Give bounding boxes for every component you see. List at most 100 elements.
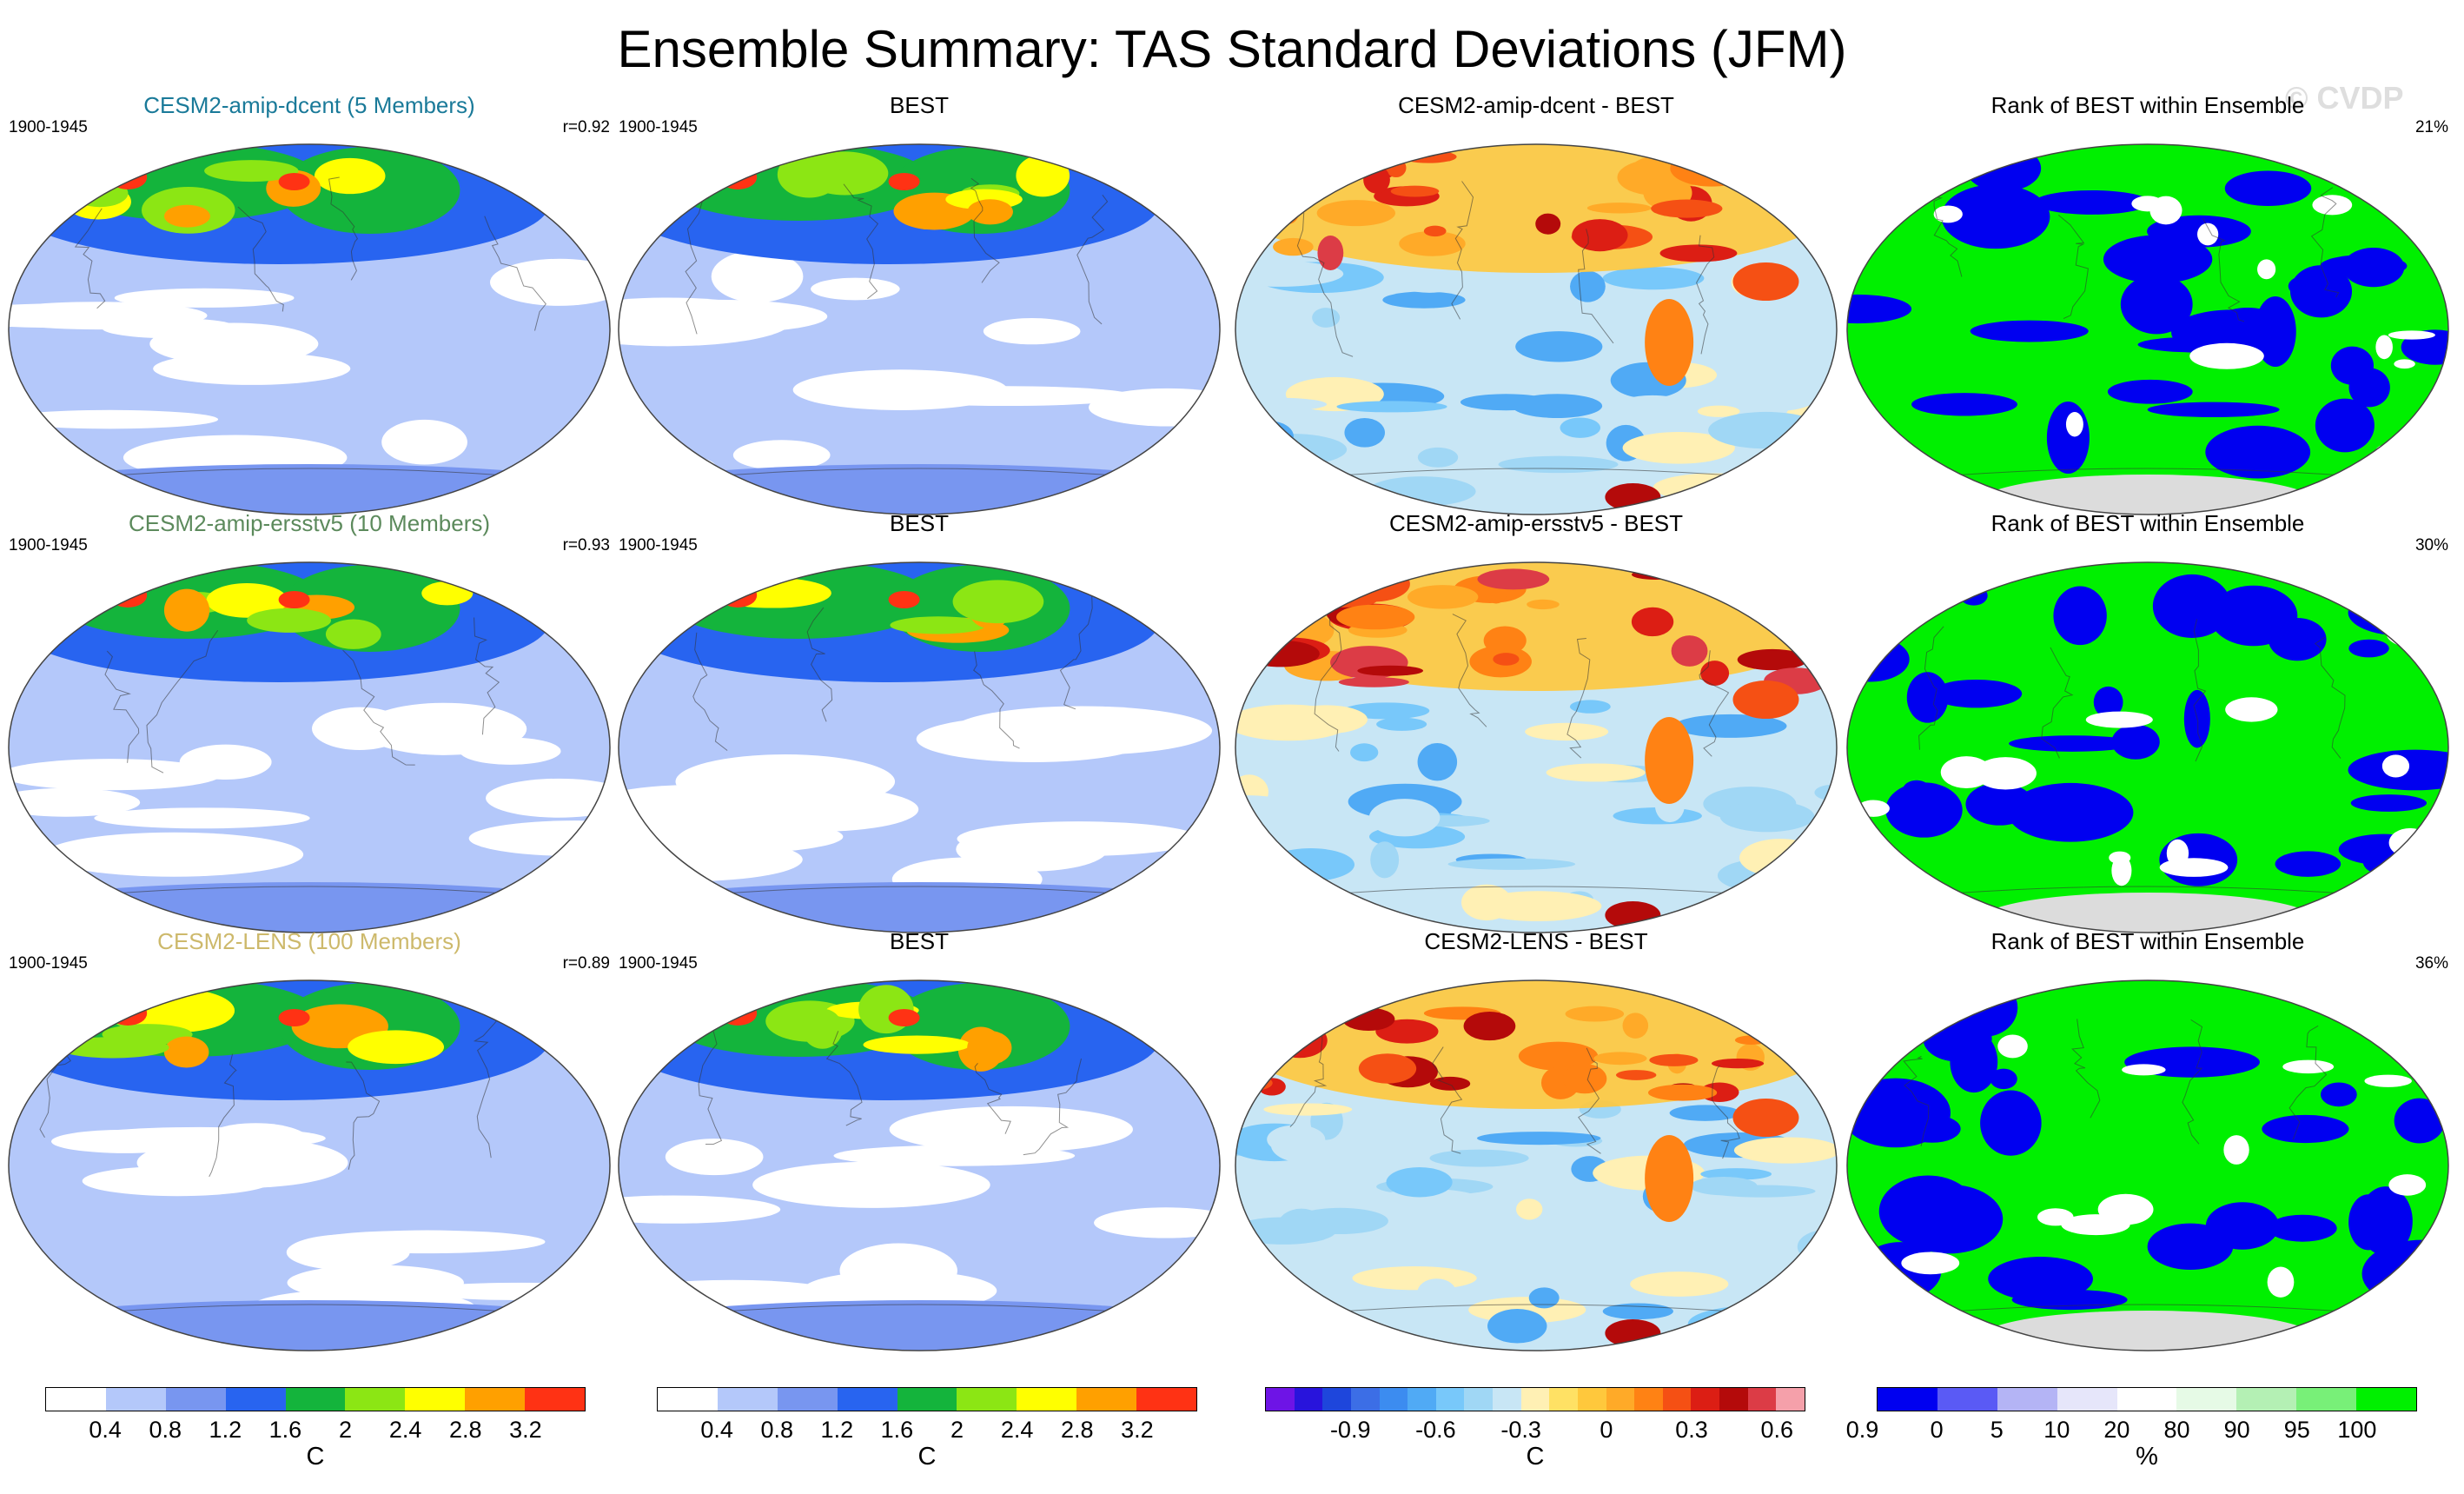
colorbar-tick-label: 0 bbox=[1930, 1417, 1944, 1443]
colorbar-swatch bbox=[1076, 1388, 1137, 1411]
colorbar-swatch bbox=[1379, 1388, 1408, 1411]
colorbar-swatch bbox=[2057, 1388, 2117, 1411]
colorbar-swatch bbox=[2176, 1388, 2237, 1411]
colorbar-swatch bbox=[1747, 1388, 1777, 1411]
colorbar-swatch bbox=[2236, 1388, 2297, 1411]
colorbar-swatch bbox=[1408, 1388, 1436, 1411]
colorbar-tick-label: 0.4 bbox=[700, 1417, 733, 1443]
colorbar-4 bbox=[1877, 1387, 2417, 1411]
colorbar-swatch bbox=[1606, 1388, 1635, 1411]
panel-title-rank-row3: Rank of BEST within Ensemble bbox=[1990, 928, 2305, 954]
pattern-correlation-row3: r=0.89 bbox=[562, 954, 610, 973]
colorbar-swatch bbox=[1997, 1388, 2057, 1411]
rank-percent-row2: 30% bbox=[2414, 536, 2448, 554]
map-obs-row2 bbox=[617, 561, 1222, 939]
colorbar-tick-label: 0.4 bbox=[89, 1417, 122, 1443]
period-label-ensemble-row2: 1900-1945 bbox=[9, 536, 88, 554]
cvdp-watermark: © CVDP bbox=[2285, 80, 2404, 116]
map-diff-row2 bbox=[1234, 561, 1838, 939]
colorbar-unit-label: C bbox=[306, 1443, 325, 1471]
colorbar-tick-label: 5 bbox=[1990, 1417, 2004, 1443]
colorbar-unit-label: C bbox=[917, 1443, 937, 1471]
map-rank-row1 bbox=[1845, 143, 2450, 521]
colorbar-swatch bbox=[717, 1388, 778, 1411]
panel-title-diff-row3: CESM2-LENS - BEST bbox=[1424, 928, 1648, 954]
rank-percent-row1: 21% bbox=[2414, 118, 2448, 136]
panel-title-rank-row1: Rank of BEST within Ensemble bbox=[1990, 92, 2305, 118]
period-label-ensemble-row1: 1900-1945 bbox=[9, 118, 88, 136]
map-ensemble-row3 bbox=[7, 979, 612, 1357]
colorbar-swatch bbox=[2296, 1388, 2357, 1411]
colorbar-tick-label: 10 bbox=[2043, 1417, 2070, 1443]
panel-title-ensemble-row2: CESM2-amip-ersstv5 (10 Members) bbox=[128, 510, 491, 536]
period-label-obs-row2: 1900-1945 bbox=[619, 536, 698, 554]
colorbar-tick-label: -0.3 bbox=[1500, 1417, 1541, 1443]
colorbar-tick-label: 2 bbox=[950, 1417, 964, 1443]
panel-title-diff-row1: CESM2-amip-dcent - BEST bbox=[1398, 92, 1674, 118]
colorbar-swatch bbox=[1691, 1388, 1719, 1411]
colorbar-tick-label: 2.8 bbox=[1060, 1417, 1094, 1443]
colorbar-tick-label: 1.2 bbox=[820, 1417, 854, 1443]
colorbar-tick-label: 0 bbox=[1600, 1417, 1613, 1443]
colorbar-tick-label: 1.6 bbox=[880, 1417, 914, 1443]
map-obs-row1 bbox=[617, 143, 1222, 521]
colorbar-unit-label: % bbox=[2136, 1443, 2158, 1471]
panel-title-obs-row1: BEST bbox=[890, 92, 949, 118]
panel-title-ensemble-row3: CESM2-LENS (100 Members) bbox=[157, 928, 461, 954]
colorbar-swatch bbox=[285, 1388, 346, 1411]
colorbar-swatch bbox=[405, 1388, 466, 1411]
colorbar-swatch bbox=[1878, 1388, 1937, 1411]
colorbar-swatch bbox=[1520, 1388, 1550, 1411]
map-rank-row3 bbox=[1845, 979, 2450, 1357]
colorbar-tick-label: 90 bbox=[2223, 1417, 2250, 1443]
colorbar-tick-label: -0.6 bbox=[1415, 1417, 1456, 1443]
map-ensemble-row1 bbox=[7, 143, 612, 521]
colorbar-swatch bbox=[1294, 1388, 1323, 1411]
colorbar-swatch bbox=[2116, 1388, 2177, 1411]
colorbar-swatch bbox=[1350, 1388, 1380, 1411]
rank-percent-row3: 36% bbox=[2414, 954, 2448, 973]
colorbar-swatch bbox=[1577, 1388, 1606, 1411]
colorbar-swatch bbox=[2356, 1388, 2417, 1411]
colorbar-swatch bbox=[897, 1388, 957, 1411]
map-obs-row3 bbox=[617, 979, 1222, 1357]
colorbar-3 bbox=[1265, 1387, 1805, 1411]
colorbar-tick-label: 1.2 bbox=[209, 1417, 242, 1443]
colorbar-swatch bbox=[165, 1388, 226, 1411]
map-diff-row3 bbox=[1234, 979, 1838, 1357]
colorbar-tick-label: 2.8 bbox=[448, 1417, 482, 1443]
colorbar-swatch bbox=[105, 1388, 166, 1411]
period-label-ensemble-row3: 1900-1945 bbox=[9, 954, 88, 973]
panel-title-obs-row3: BEST bbox=[890, 928, 949, 954]
colorbar-swatch bbox=[1464, 1388, 1493, 1411]
colorbar-swatch bbox=[658, 1388, 718, 1411]
colorbar-swatch bbox=[1634, 1388, 1663, 1411]
pattern-correlation-row1: r=0.92 bbox=[562, 118, 610, 136]
colorbar-swatch bbox=[957, 1388, 1017, 1411]
colorbar-swatch bbox=[345, 1388, 406, 1411]
colorbar-swatch bbox=[1266, 1388, 1295, 1411]
panel-title-ensemble-row1: CESM2-amip-dcent (5 Members) bbox=[143, 92, 475, 118]
colorbar-tick-label: 0.8 bbox=[760, 1417, 793, 1443]
colorbar-tick-label: 80 bbox=[2163, 1417, 2190, 1443]
colorbar-tick-label: 2.4 bbox=[388, 1417, 422, 1443]
colorbar-2 bbox=[657, 1387, 1197, 1411]
pattern-correlation-row2: r=0.93 bbox=[562, 536, 610, 554]
colorbar-tick-label: 100 bbox=[2337, 1417, 2377, 1443]
colorbar-swatch bbox=[1435, 1388, 1465, 1411]
colorbar-tick-label: 0.6 bbox=[1760, 1417, 1794, 1443]
colorbar-tick-label: 95 bbox=[2283, 1417, 2310, 1443]
colorbar-tick-label: 1.6 bbox=[268, 1417, 302, 1443]
colorbar-swatch bbox=[777, 1388, 838, 1411]
period-label-obs-row3: 1900-1945 bbox=[619, 954, 698, 973]
colorbar-swatch bbox=[1017, 1388, 1077, 1411]
colorbar-swatch bbox=[1776, 1388, 1805, 1411]
panel-title-diff-row2: CESM2-amip-ersstv5 - BEST bbox=[1388, 510, 1684, 536]
colorbar-swatch bbox=[1136, 1388, 1197, 1411]
colorbar-1 bbox=[45, 1387, 586, 1411]
period-label-obs-row1: 1900-1945 bbox=[619, 118, 698, 136]
colorbar-tick-label: 3.2 bbox=[509, 1417, 542, 1443]
colorbar-swatch bbox=[1719, 1388, 1748, 1411]
colorbar-tick-label: 2 bbox=[339, 1417, 353, 1443]
colorbar-swatch bbox=[1493, 1388, 1521, 1411]
